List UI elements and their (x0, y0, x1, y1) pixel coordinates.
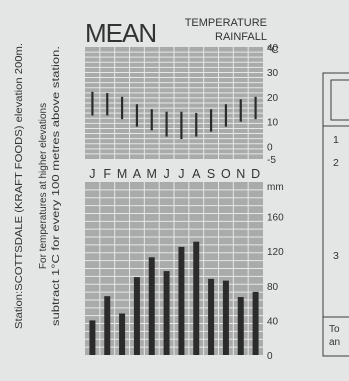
station-note-line3: subtract 1°C for every 100 metres above … (51, 46, 62, 326)
rainfall-bars (89, 241, 259, 355)
rainfall-panel: 0 40 80 120 160 mm (85, 182, 284, 362)
chart-main-title: MEAN (85, 18, 156, 48)
rainfall-tick-label: 0 (267, 351, 273, 362)
month-label: N (236, 167, 245, 181)
month-label: M (117, 167, 127, 181)
side-table: 1 2 3 To an (322, 72, 349, 357)
temperature-tick-label: 30 (267, 68, 279, 79)
rainfall-bar-7 (178, 246, 185, 355)
rainfall-unit-label: mm (267, 182, 284, 193)
chart-subtitle-temperature: TEMPERATURE (185, 17, 267, 29)
month-label: J (178, 167, 184, 181)
chart-subtitle-rainfall: RAINFALL (215, 31, 267, 43)
rainfall-bar-3 (119, 313, 126, 355)
rainfall-tick-label: 120 (267, 247, 284, 258)
rainfall-bar-2 (104, 296, 111, 355)
side-table-row-3: 3 (333, 250, 339, 262)
station-note: Station:SCOTTSDALE (KRAFT FOODS) elevati… (13, 43, 62, 329)
station-note-line2: For temperatures at higher elevations (38, 103, 49, 269)
temperature-tick-label: 10 (267, 118, 279, 129)
month-label: O (221, 167, 231, 181)
month-label: A (133, 167, 142, 181)
month-label: J (89, 167, 95, 181)
month-label: F (103, 167, 111, 181)
month-label: S (207, 167, 215, 181)
side-table-footer-1: To (329, 324, 340, 335)
month-label: D (251, 167, 260, 181)
rainfall-y-ticks: 0 40 80 120 160 (267, 213, 284, 362)
month-label: A (192, 167, 201, 181)
temperature-tick-label: -5 (267, 155, 276, 166)
temperature-ranges (91, 91, 257, 140)
rainfall-bar-1 (89, 320, 96, 355)
rainfall-bar-9 (208, 278, 215, 355)
month-label: M (147, 167, 157, 181)
rainfall-bar-8 (193, 241, 200, 355)
month-label: J (163, 167, 169, 181)
temperature-tick-label: 0 (267, 143, 273, 154)
rainfall-tick-label: 80 (267, 282, 279, 293)
side-table-row-1: 1 (333, 134, 339, 146)
side-table-frame (322, 72, 349, 357)
rainfall-bar-10 (222, 280, 229, 355)
temperature-y-ticks: -50 10 20 30 40 (267, 43, 279, 166)
side-table-inner-box (330, 79, 349, 121)
rainfall-bar-5 (148, 257, 155, 355)
rainfall-bar-12 (252, 291, 259, 355)
rainfall-bar-11 (237, 297, 244, 355)
rainfall-tick-label: 160 (267, 213, 284, 224)
temperature-tick-label: 20 (267, 93, 279, 104)
temperature-tick-label: 40 (267, 43, 279, 54)
temperature-grid (85, 47, 263, 159)
rainfall-bar-6 (163, 271, 170, 355)
station-note-line1: Station:SCOTTSDALE (KRAFT FOODS) elevati… (13, 43, 25, 329)
side-table-footer-2: an (329, 337, 340, 348)
temperature-panel: -50 10 20 30 40 °C (85, 43, 279, 166)
temperature-unit-label: °C (267, 44, 279, 56)
side-table-row-2: 2 (333, 157, 339, 169)
rainfall-grid (85, 182, 263, 355)
rainfall-bar-4 (133, 277, 140, 355)
rainfall-tick-label: 40 (267, 316, 279, 327)
